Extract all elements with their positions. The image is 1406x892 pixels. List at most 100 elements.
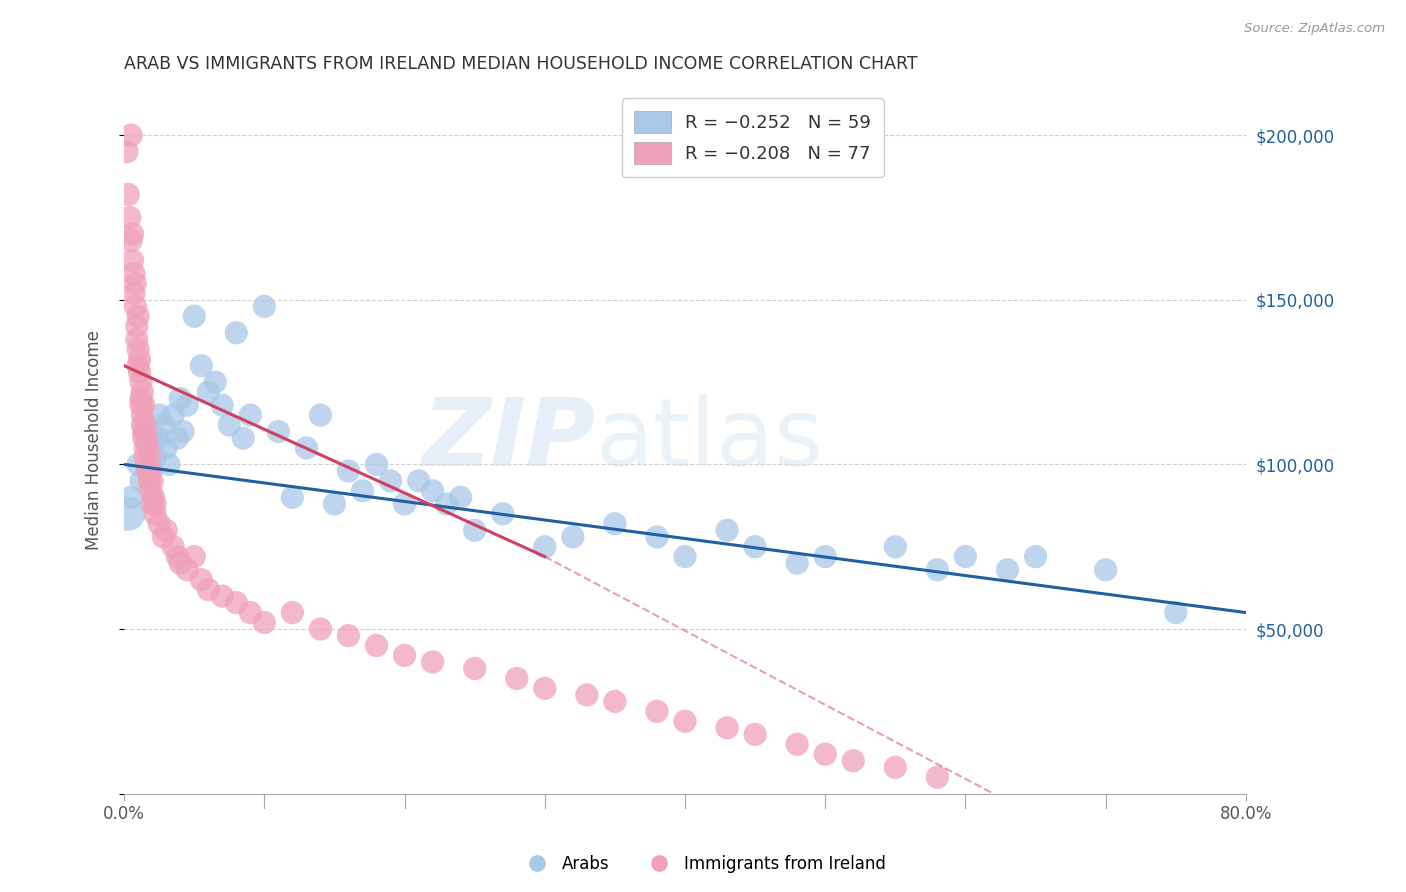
Point (148, 516, 170, 531)
Point (281, 491, 304, 505)
Point (117, 507, 139, 521)
Point (166, 549, 188, 564)
Point (128, 365, 150, 379)
Point (141, 431, 163, 445)
Point (143, 507, 166, 521)
Point (575, 688, 598, 702)
Text: Source: ZipAtlas.com: Source: ZipAtlas.com (1244, 22, 1385, 36)
Point (1094, 563, 1116, 577)
Point (169, 556, 191, 570)
Point (162, 540, 184, 554)
Point (125, 319, 148, 334)
Point (197, 582, 219, 597)
Point (148, 408, 170, 422)
Point (744, 727, 766, 741)
Point (323, 497, 346, 511)
Point (138, 441, 160, 455)
Point (136, 441, 159, 455)
Point (117, 187, 139, 202)
Point (744, 540, 766, 554)
Point (176, 563, 198, 577)
Point (603, 694, 626, 708)
Point (394, 648, 416, 663)
Point (141, 474, 163, 488)
Point (141, 497, 163, 511)
Point (131, 417, 153, 432)
Point (127, 342, 149, 356)
Point (786, 737, 808, 751)
Point (115, 145, 138, 159)
Point (645, 530, 668, 544)
Point (127, 310, 149, 324)
Point (148, 431, 170, 445)
Point (120, 491, 142, 505)
Point (232, 431, 254, 445)
Point (118, 211, 141, 225)
Point (927, 770, 949, 784)
Point (492, 507, 515, 521)
Point (162, 408, 184, 422)
Point (134, 417, 156, 432)
Point (645, 704, 668, 718)
Point (295, 441, 318, 455)
Point (884, 760, 907, 774)
Point (225, 596, 247, 610)
Point (380, 474, 402, 488)
Point (143, 450, 166, 465)
Point (673, 549, 696, 564)
Point (134, 441, 156, 455)
Point (132, 398, 155, 412)
Text: ZIP: ZIP (422, 393, 595, 486)
Point (190, 573, 212, 587)
Point (997, 563, 1019, 577)
Point (138, 450, 160, 465)
Point (814, 747, 837, 761)
Point (253, 299, 276, 313)
Point (309, 622, 332, 636)
Point (134, 425, 156, 439)
Point (211, 589, 233, 603)
Point (955, 549, 977, 564)
Point (166, 431, 188, 445)
Point (366, 639, 388, 653)
Point (673, 714, 696, 729)
Point (155, 441, 177, 455)
Point (157, 458, 180, 472)
Point (129, 398, 152, 412)
Point (450, 491, 472, 505)
Text: atlas: atlas (595, 393, 824, 486)
Legend: Arabs, Immigrants from Ireland: Arabs, Immigrants from Ireland (513, 848, 893, 880)
Point (139, 483, 162, 498)
Point (142, 491, 165, 505)
Point (121, 227, 143, 241)
Point (436, 497, 458, 511)
Point (129, 375, 152, 389)
Point (337, 464, 360, 478)
Text: ARAB VS IMMIGRANTS FROM IRELAND MEDIAN HOUSEHOLD INCOME CORRELATION CHART: ARAB VS IMMIGRANTS FROM IRELAND MEDIAN H… (124, 55, 918, 73)
Point (190, 359, 212, 373)
Point (464, 662, 486, 676)
Point (127, 359, 149, 373)
Point (197, 384, 219, 399)
Point (127, 458, 149, 472)
Point (533, 540, 555, 554)
Point (143, 497, 166, 511)
Point (603, 516, 626, 531)
Point (281, 606, 304, 620)
Point (533, 681, 555, 696)
Point (1164, 606, 1187, 620)
Point (122, 286, 145, 301)
Point (239, 408, 262, 422)
Point (121, 253, 143, 268)
Point (120, 234, 142, 248)
Point (120, 128, 142, 143)
Point (122, 267, 145, 281)
Y-axis label: Median Household Income: Median Household Income (86, 330, 103, 549)
Point (131, 408, 153, 422)
Point (225, 326, 247, 340)
Point (309, 408, 332, 422)
Point (136, 464, 159, 478)
Point (927, 563, 949, 577)
Point (135, 458, 157, 472)
Point (172, 425, 194, 439)
